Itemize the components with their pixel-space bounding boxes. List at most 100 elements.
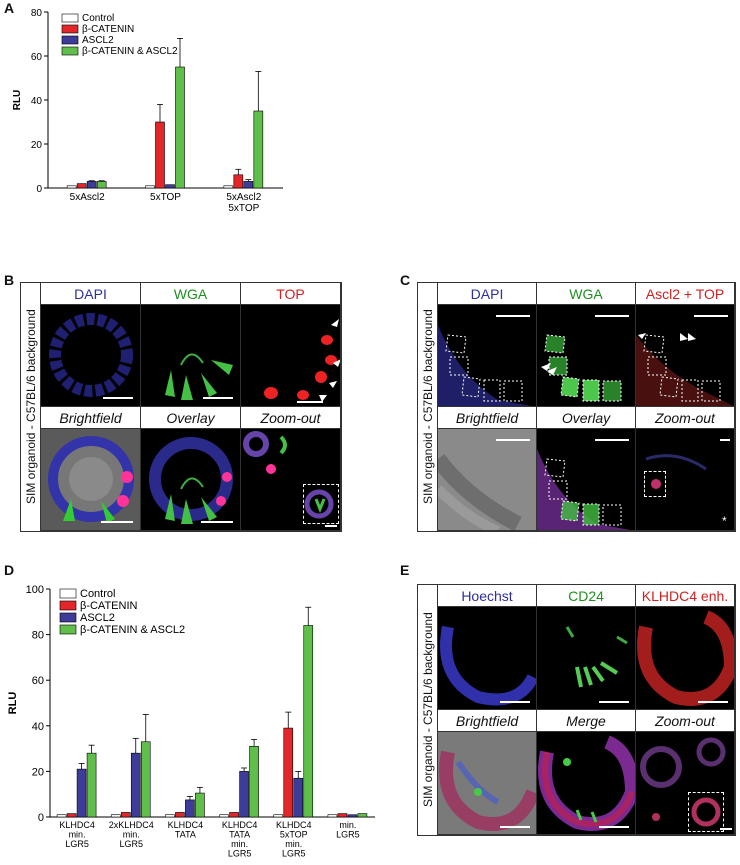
category-label: LGR5 (228, 849, 252, 859)
category-label: KLHDC4 (168, 820, 204, 830)
panel-b-top-image (241, 305, 341, 407)
category-label: LGR5 (336, 830, 360, 840)
bar (357, 813, 368, 818)
bar (233, 174, 244, 189)
panel-e-header-hoechst: Hoechst (438, 585, 537, 607)
panel-c-zoom-out-image: * (636, 429, 735, 531)
legend-label: Control (82, 13, 114, 24)
bar (273, 814, 284, 818)
category-label: KLHDC4 (276, 820, 312, 830)
y-axis-label: RLU (12, 90, 23, 111)
legend-label: Control (80, 588, 115, 600)
category-label: 2xKLHDC4 (109, 820, 154, 830)
bar (155, 121, 165, 189)
bar (66, 185, 77, 189)
category-label: TATA (175, 830, 196, 840)
legend-swatch (59, 612, 77, 623)
panel-c-ascl2-top-image (636, 305, 735, 407)
panel-c-dapi-image (438, 305, 537, 407)
panel-letter-a: A (4, 0, 15, 16)
bar (86, 752, 97, 818)
panel-c-header-wga: WGA (537, 283, 636, 305)
bar (56, 814, 67, 818)
bar (229, 812, 239, 818)
y-tick-label: 0 (38, 812, 44, 824)
panel-b-header-wga: WGA (141, 283, 241, 305)
svg-text:*: * (722, 514, 727, 528)
category-label: 5xAscl2 (70, 192, 105, 203)
panel-e-grid: Hoechst CD24 KLHDC4 enh. Brightfield Mer… (437, 584, 736, 836)
panel-b-side-label: SIM organoid - C57BL/6 background (20, 282, 42, 532)
y-tick-label: 20 (32, 766, 44, 778)
bar (76, 768, 87, 818)
bar (120, 812, 131, 818)
panel-b-zoom-out-image (241, 429, 341, 531)
y-tick-label: 40 (32, 721, 44, 733)
legend-swatch (61, 24, 79, 34)
bar (185, 799, 195, 818)
bar (175, 66, 185, 189)
bar (223, 185, 234, 189)
category-label: min. (285, 839, 302, 849)
category-label: LGR5 (282, 849, 306, 859)
panel-b-header-top: TOP (241, 283, 341, 305)
category-label: TATA (229, 830, 250, 840)
category-label: KLHDC4 (222, 820, 258, 830)
bar (195, 792, 205, 818)
y-axis-label: RLU (7, 692, 19, 715)
panel-e-side-label: SIM organoid - C57BL/6 background (417, 584, 439, 836)
bar (293, 777, 304, 818)
legend-swatch (59, 624, 77, 635)
bar (86, 181, 97, 189)
bar (219, 814, 229, 818)
bar (66, 813, 77, 818)
y-tick-label: 80 (32, 630, 44, 642)
y-tick-label: 60 (31, 52, 43, 63)
panel-c-header-overlay: Overlay (537, 407, 636, 429)
panel-c-header-dapi: DAPI (438, 283, 537, 305)
panel-e-header-cd24: CD24 (537, 585, 636, 607)
panel-c-brightfield-image (438, 429, 537, 531)
legend-label: β-CATENIN & ASCL2 (80, 624, 185, 636)
bar (96, 181, 107, 189)
legend-swatch (59, 588, 77, 599)
y-tick-label: 100 (26, 584, 44, 596)
panel-c-wga-image (537, 305, 636, 407)
category-label: min. (69, 830, 86, 840)
bar (76, 183, 87, 189)
category-label: 5xTOP (228, 203, 259, 214)
bar (239, 771, 249, 818)
panel-e-merge-image (537, 732, 636, 835)
legend-swatch (59, 600, 77, 611)
panel-e-cd24-image (537, 607, 636, 710)
panel-b-header-dapi: DAPI (41, 283, 141, 305)
panel-c-overlay-image (537, 429, 636, 531)
legend-label: β-CATENIN (82, 24, 134, 35)
bar (283, 727, 294, 818)
bar (347, 814, 358, 818)
category-label: 5xTOP (150, 192, 181, 203)
category-label: min. (231, 839, 248, 849)
legend-label: β-CATENIN (80, 600, 138, 612)
legend-swatch (61, 13, 79, 23)
legend-label: β-CATENIN & ASCL2 (82, 46, 178, 57)
panel-e-header-klhdc4-enh: KLHDC4 enh. (636, 585, 735, 607)
bar (110, 814, 121, 818)
panel-e-brightfield-image (438, 732, 537, 835)
panel-e-header-zoom-out: Zoom-out (636, 710, 735, 732)
bar (303, 625, 314, 818)
y-tick-label: 60 (32, 675, 44, 687)
bar (243, 181, 254, 189)
bar (165, 814, 175, 818)
panel-b-brightfield-image (41, 429, 141, 531)
category-label: KLHDC4 (59, 820, 95, 830)
panel-b-grid: DAPI WGA TOP (40, 282, 342, 532)
panel-c-side-label: SIM organoid - C57BL/6 background (417, 282, 439, 532)
bar (327, 814, 338, 818)
category-label: 5xAscl2 (226, 192, 261, 203)
panel-c-grid: DAPI WGA Ascl2 + TOP (437, 282, 736, 532)
legend-label: ASCL2 (82, 35, 114, 46)
y-tick-label: 40 (31, 96, 43, 107)
bar (175, 812, 185, 818)
